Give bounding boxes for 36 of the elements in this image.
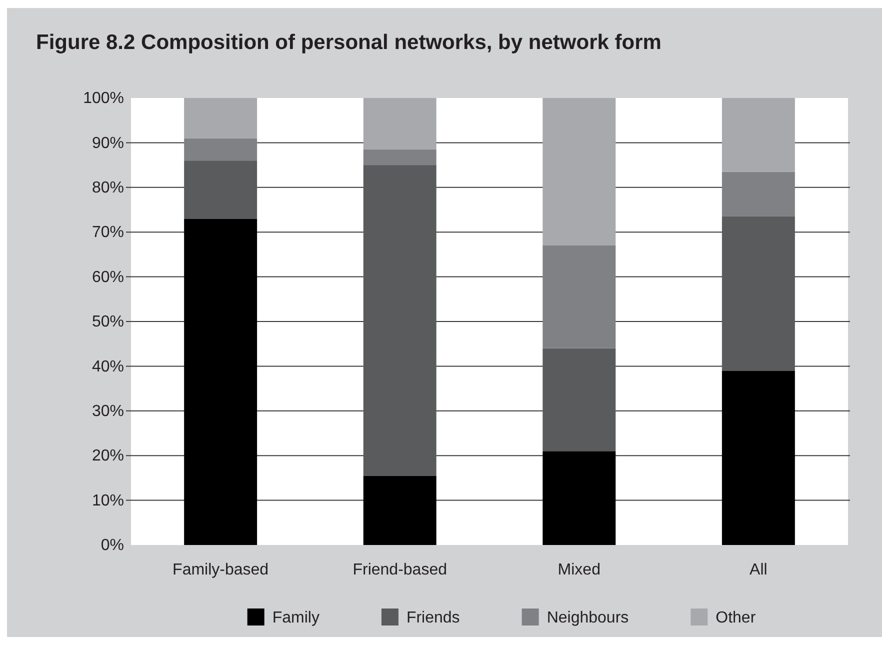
y-tick-label: 40% (92, 358, 124, 376)
legend-label: Friends (406, 610, 460, 627)
y-tick-label: 0% (100, 537, 124, 554)
y-tick-label: 80% (92, 180, 124, 197)
y-tick-label: 10% (92, 492, 124, 510)
legend-label: Other (716, 610, 756, 627)
y-tick-label: 50% (92, 314, 124, 331)
legend-label: Neighbours (546, 610, 629, 627)
y-tick-label: 20% (92, 448, 124, 465)
bar (184, 160, 258, 219)
bar (542, 246, 616, 348)
y-tick-label: 30% (92, 403, 124, 420)
chart-title: Figure 8.2 Composition of personal networks, by network form (36, 31, 662, 54)
x-tick-label: Friend-based (352, 561, 447, 578)
bar (184, 98, 258, 138)
y-tick-label: 90% (92, 134, 124, 152)
bar (184, 218, 258, 545)
bar (542, 98, 616, 246)
bar (363, 98, 436, 150)
bar (542, 348, 616, 452)
x-tick-label: Mixed (558, 561, 600, 578)
bar (722, 216, 795, 371)
bar (363, 165, 436, 476)
x-tick-label: Family-based (172, 561, 269, 578)
bar (363, 149, 436, 166)
legend-label: Family (272, 610, 320, 627)
y-tick-label: 70% (92, 224, 124, 242)
bar (363, 476, 436, 545)
bar (184, 138, 258, 161)
bar (722, 172, 795, 216)
y-tick-label: 60% (92, 268, 124, 286)
bar (722, 98, 795, 172)
bar (722, 370, 795, 545)
x-tick-label: All (750, 561, 768, 578)
y-tick-label: 100% (83, 90, 124, 108)
bar (542, 451, 616, 545)
